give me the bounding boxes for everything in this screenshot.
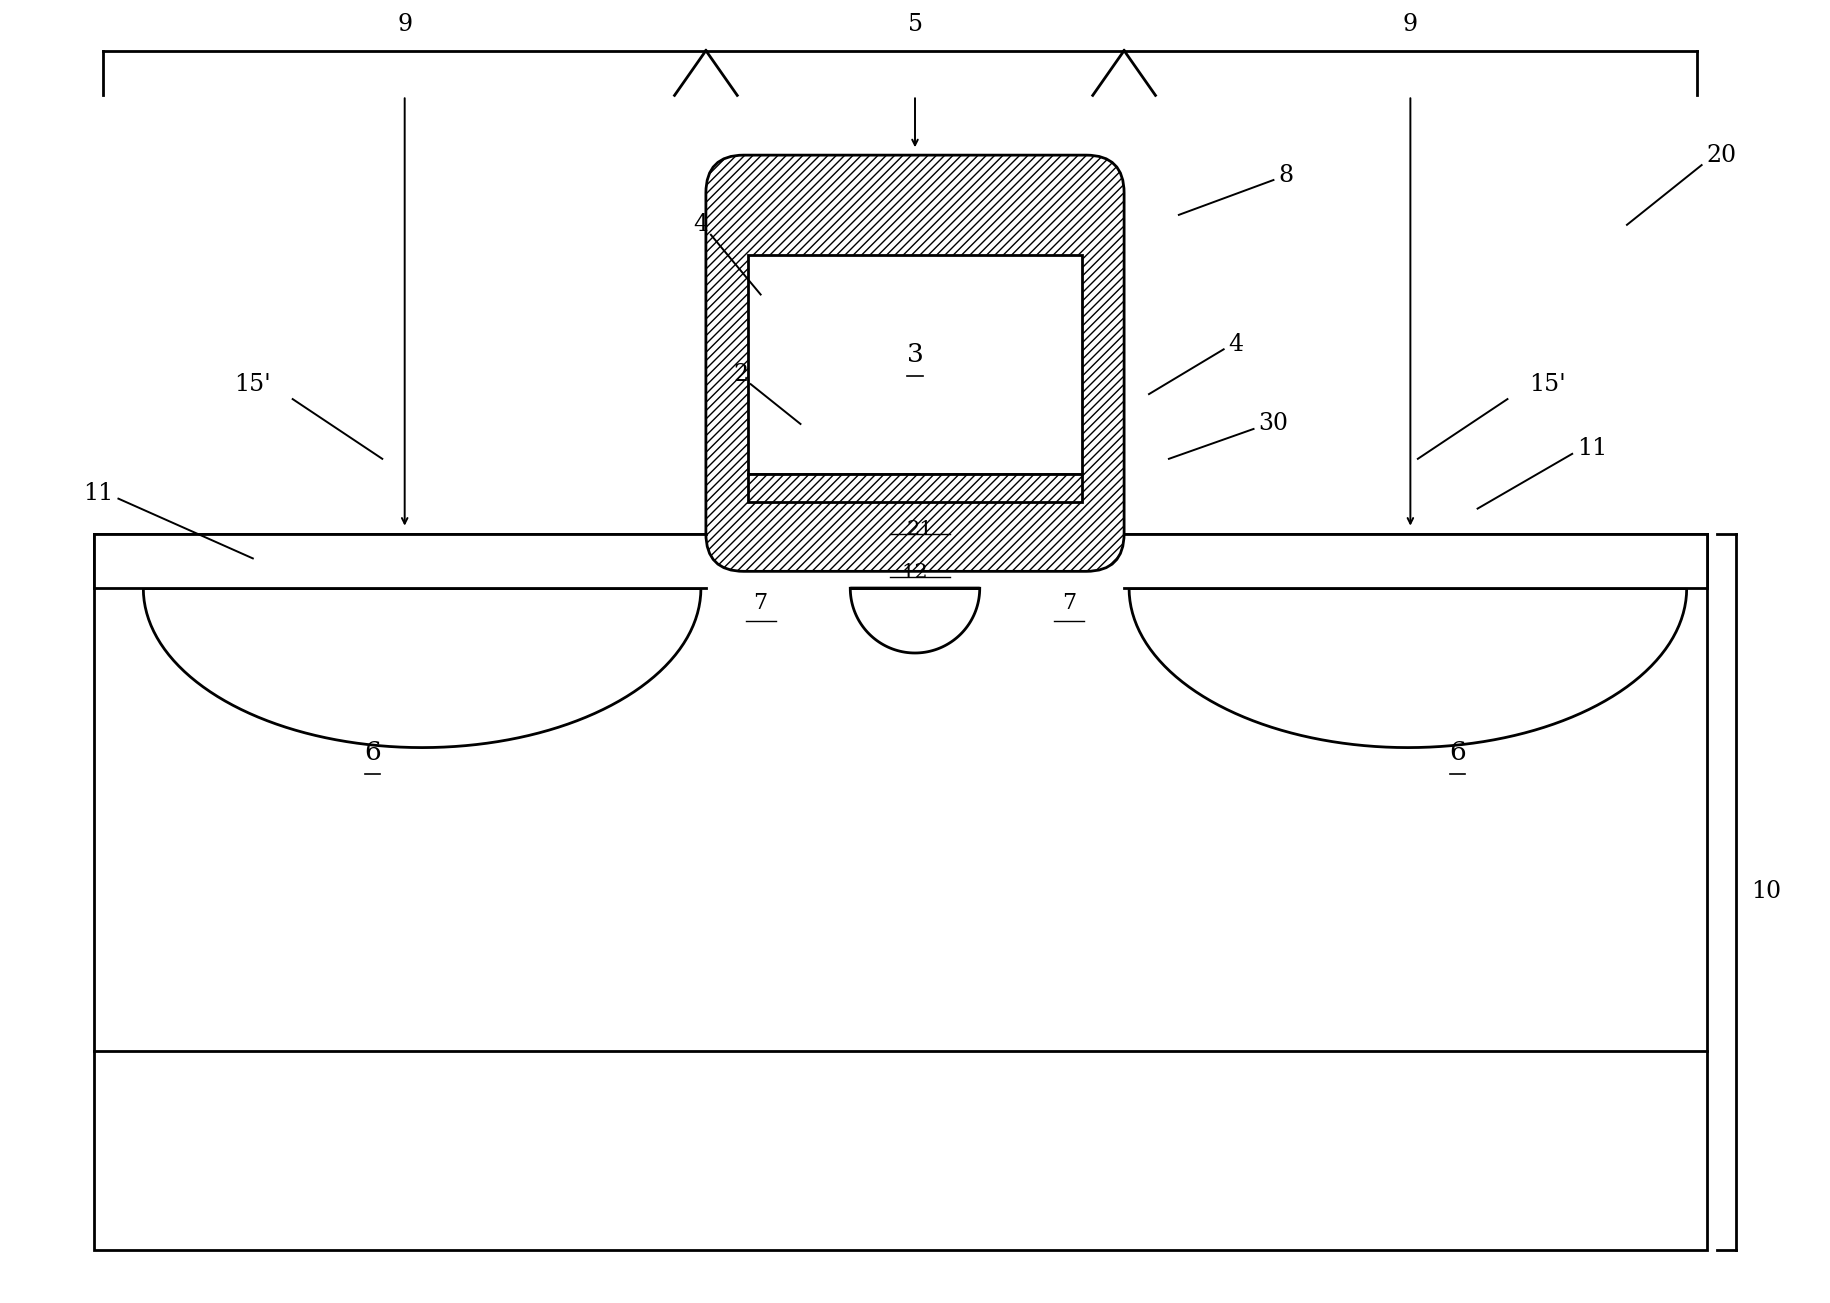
Bar <box>1124 533 1707 588</box>
FancyBboxPatch shape <box>706 155 1124 571</box>
Text: 11: 11 <box>82 482 113 506</box>
Text: 7: 7 <box>1061 592 1076 614</box>
Text: 9: 9 <box>1404 13 1418 35</box>
Text: 4: 4 <box>1228 332 1244 356</box>
Text: 15': 15' <box>1528 373 1566 396</box>
Text: 10: 10 <box>1751 881 1782 903</box>
Text: 20: 20 <box>1707 143 1737 167</box>
Text: 15': 15' <box>234 373 271 396</box>
Polygon shape <box>1129 588 1687 748</box>
Polygon shape <box>851 588 979 653</box>
Text: 6: 6 <box>1449 740 1466 765</box>
Text: 12: 12 <box>902 563 928 582</box>
Text: 30: 30 <box>1259 413 1288 435</box>
Polygon shape <box>143 588 701 748</box>
Bar <box>748 254 1082 474</box>
Bar <box>748 474 1082 502</box>
Text: 7: 7 <box>754 592 769 614</box>
Text: 6: 6 <box>364 740 381 765</box>
Text: 5: 5 <box>908 13 922 35</box>
Text: 9: 9 <box>397 13 412 35</box>
Bar <box>93 533 1707 1251</box>
Bar <box>93 533 706 588</box>
Text: 11: 11 <box>1577 438 1607 460</box>
Text: 8: 8 <box>1279 164 1294 186</box>
Text: 21: 21 <box>906 520 933 538</box>
Text: 4: 4 <box>694 214 708 236</box>
Text: 2: 2 <box>734 362 748 386</box>
Text: 3: 3 <box>906 341 924 366</box>
